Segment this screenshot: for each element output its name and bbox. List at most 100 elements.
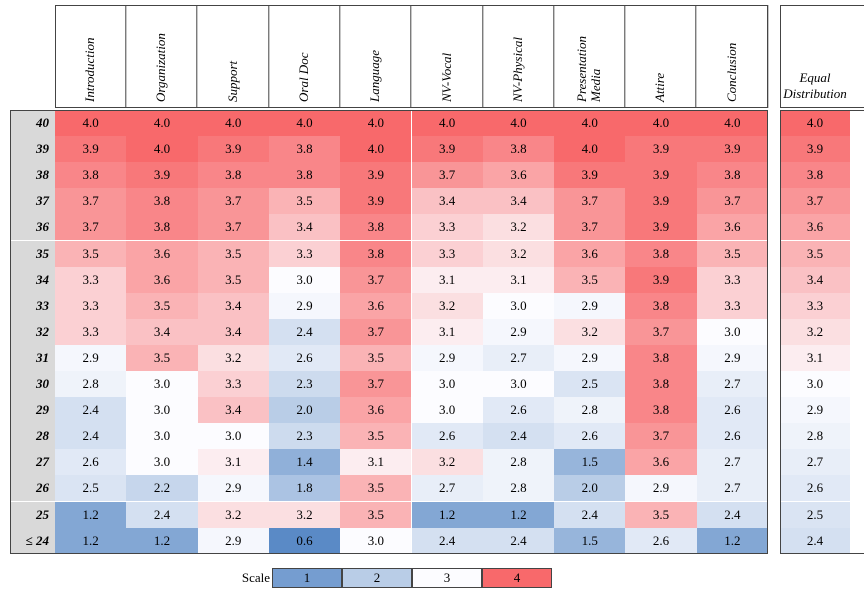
heat-cell: 2.6	[625, 527, 697, 554]
heat-cell: 3.5	[55, 240, 127, 267]
heat-cell: 3.0	[696, 318, 768, 345]
heat-cell: 4.0	[268, 110, 341, 137]
extra-cell: 2.9	[780, 397, 850, 424]
heat-cell: 3.6	[625, 449, 697, 476]
header-frame	[55, 5, 768, 108]
heat-cell: 2.9	[554, 292, 626, 319]
heat-cell: 3.8	[625, 371, 697, 398]
heat-cell: 2.4	[55, 423, 127, 450]
heat-cell: 3.8	[482, 136, 555, 163]
row-label: 30	[10, 371, 55, 398]
heat-cell: 3.9	[625, 266, 697, 293]
heat-cell: 3.0	[268, 266, 341, 293]
heat-cell: 2.9	[482, 318, 555, 345]
row-label: 32	[10, 318, 55, 345]
heat-cell: 2.7	[696, 449, 768, 476]
heat-cell: 3.9	[625, 162, 697, 189]
heat-cell: 3.5	[340, 475, 412, 502]
heat-cell: 0.6	[268, 527, 341, 554]
row-label: 34	[10, 266, 55, 293]
row-label: 27	[10, 449, 55, 476]
heat-cell: 3.3	[696, 292, 768, 319]
extra-cell: 2.4	[780, 527, 850, 554]
heat-cell: 2.9	[625, 475, 697, 502]
heat-cell: 2.4	[268, 318, 341, 345]
heat-cell: 2.7	[696, 475, 768, 502]
extra-cell: 3.2	[780, 318, 850, 345]
heat-cell: 2.0	[268, 397, 341, 424]
heat-cell: 2.4	[482, 423, 555, 450]
heat-cell: 3.0	[126, 449, 198, 476]
extra-cell: 3.6	[780, 214, 850, 241]
heat-cell: 4.0	[696, 110, 768, 137]
column-header: Oral Doc	[268, 5, 341, 108]
row-label: 31	[10, 344, 55, 371]
column-header: Attire	[625, 5, 697, 108]
heat-cell: 3.2	[268, 501, 341, 528]
heat-cell: 3.4	[482, 188, 555, 215]
heat-cell: 3.3	[197, 371, 269, 398]
heat-cell: 3.8	[625, 240, 697, 267]
heat-cell: 3.2	[554, 318, 626, 345]
row-label: 38	[10, 162, 55, 189]
extra-cell: 3.3	[780, 292, 850, 319]
row-label: 28	[10, 423, 55, 450]
heat-cell: 4.0	[340, 136, 412, 163]
heat-cell: 3.7	[554, 214, 626, 241]
heat-cell: 2.4	[411, 527, 483, 554]
heat-cell: 3.9	[340, 162, 412, 189]
heat-cell: 3.3	[55, 292, 127, 319]
extra-header-frame	[780, 5, 864, 108]
heat-cell: 3.7	[197, 188, 269, 215]
heat-cell: 3.6	[696, 214, 768, 241]
heat-cell: 3.8	[340, 214, 412, 241]
heat-cell: 2.6	[268, 344, 341, 371]
heat-cell: 2.9	[268, 292, 341, 319]
extra-cell: 3.9	[780, 136, 850, 163]
heat-cell: 3.5	[340, 501, 412, 528]
heat-cell: 3.9	[340, 188, 412, 215]
heat-cell: 1.2	[55, 501, 127, 528]
heat-cell: 3.0	[411, 371, 483, 398]
heat-cell: 3.8	[55, 162, 127, 189]
heat-cell: 3.0	[126, 397, 198, 424]
row-label: 29	[10, 397, 55, 424]
extra-frame	[780, 110, 864, 554]
heat-cell: 3.4	[268, 214, 341, 241]
extra-cell: 3.0	[780, 371, 850, 398]
heat-cell: 3.9	[126, 162, 198, 189]
heat-cell: 3.7	[340, 371, 412, 398]
column-header: NV-Vocal	[411, 5, 483, 108]
heat-cell: 3.8	[197, 162, 269, 189]
scale-swatch: 1	[272, 568, 342, 588]
heat-cell: 2.6	[696, 423, 768, 450]
row-label: 35	[10, 240, 55, 267]
heat-cell: 2.6	[554, 423, 626, 450]
row-label: 26	[10, 475, 55, 502]
heat-cell: 2.4	[696, 501, 768, 528]
row-label: 25	[10, 501, 55, 528]
heat-cell: 2.8	[55, 371, 127, 398]
heat-cell: 2.8	[482, 449, 555, 476]
heat-cell: 2.9	[696, 344, 768, 371]
extra-cell: 4.0	[780, 110, 850, 137]
heat-cell: 3.5	[340, 344, 412, 371]
heat-cell: 3.9	[625, 188, 697, 215]
heat-cell: 3.9	[625, 214, 697, 241]
heat-cell: 3.2	[482, 214, 555, 241]
heat-cell: 3.7	[625, 423, 697, 450]
row-label: 33	[10, 292, 55, 319]
heat-cell: 3.4	[197, 397, 269, 424]
heat-cell: 3.1	[197, 449, 269, 476]
heat-cell: 3.6	[126, 240, 198, 267]
heat-cell: 3.8	[340, 240, 412, 267]
heat-cell: 3.3	[268, 240, 341, 267]
column-header: Presentation Media	[554, 5, 626, 108]
heat-cell: 3.5	[340, 423, 412, 450]
heat-cell: 2.9	[197, 475, 269, 502]
heat-cell: 2.7	[696, 371, 768, 398]
heat-cell: 1.2	[55, 527, 127, 554]
heat-cell: 3.8	[126, 214, 198, 241]
heat-cell: 3.7	[340, 266, 412, 293]
